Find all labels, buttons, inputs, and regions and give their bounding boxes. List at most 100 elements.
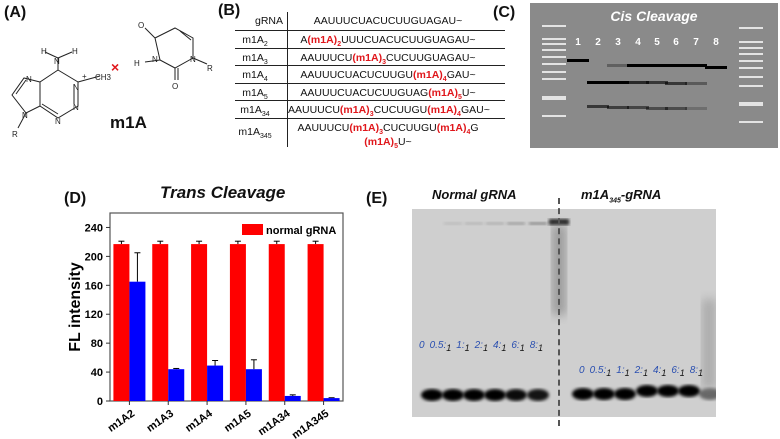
ratio-label: 4:1	[492, 340, 507, 353]
y-tick-label: 160	[85, 280, 103, 292]
gel-band	[627, 81, 649, 84]
svg-text:H: H	[41, 47, 47, 56]
y-tick-label: 120	[85, 309, 103, 321]
lane-label: 5	[654, 37, 660, 48]
gel-band	[685, 64, 707, 67]
gel-band	[665, 82, 687, 85]
svg-text:R: R	[207, 64, 213, 73]
bar	[113, 244, 130, 401]
table-rule	[235, 83, 505, 84]
ratio-label: 8:1	[689, 365, 704, 378]
gel-band	[442, 389, 464, 401]
gel-c-title: Cis Cleavage	[610, 8, 697, 24]
ladder-band	[739, 102, 763, 106]
gel-band	[463, 389, 485, 401]
svg-text:O: O	[138, 21, 144, 30]
lane-label: 4	[635, 37, 641, 48]
gel-band	[665, 107, 687, 110]
x-tick-label: m1A4	[183, 407, 215, 435]
svg-text:N: N	[22, 111, 28, 120]
gel-band	[627, 64, 649, 67]
ratio-label: 0	[579, 365, 585, 376]
table-row: m1A3 AAUUUCU(m1A)3CUCUUGUAGAU~	[242, 52, 476, 67]
x-tick-label: m1A34	[256, 407, 293, 438]
ratio-label: 1:1	[456, 340, 470, 353]
chart-title: Trans Cleavage	[160, 183, 286, 202]
table-row: m1A34 AAUUUCU(m1A)3CUCUUGU(m1A)4GAU~	[240, 104, 490, 119]
bar	[191, 244, 208, 401]
y-tick-label: 240	[85, 222, 103, 234]
gel-band	[699, 388, 716, 400]
svg-text:N: N	[26, 75, 32, 84]
y-tick-label: 80	[91, 338, 103, 350]
ladder-band	[739, 53, 763, 55]
lane-label: 2	[595, 37, 601, 48]
legend-label: normal gRNA	[266, 225, 336, 237]
ladder-band	[542, 63, 566, 65]
table-rule	[235, 48, 505, 49]
ladder-band	[542, 25, 566, 27]
table-row: m1A345 AAUUUCU(m1A)3CUCUUGU(m1A)4G (m1A)5U…	[238, 122, 479, 151]
gel-band	[593, 388, 615, 400]
structure-name: m1A	[110, 113, 147, 132]
ladder-band	[542, 43, 566, 45]
svg-text:CH3: CH3	[95, 73, 112, 82]
panel-label-d: (D)	[64, 190, 87, 207]
y-axis-label: FL intensity	[67, 262, 84, 352]
gel-band	[705, 66, 727, 69]
ladder-band	[739, 76, 763, 78]
ratio-label: 0.5:1	[589, 365, 612, 378]
complex-band	[444, 222, 462, 225]
mismatch-cross-icon: ×	[111, 59, 119, 75]
table-divider	[287, 12, 288, 147]
ratio-label: 0.5:1	[429, 340, 452, 353]
gel-band	[646, 81, 668, 84]
gel-band	[484, 389, 506, 401]
y-tick-label: 40	[91, 367, 103, 379]
svg-text:R: R	[12, 130, 18, 139]
svg-text:N: N	[54, 57, 60, 66]
gel-band	[657, 385, 679, 397]
lane-label: 3	[615, 37, 621, 48]
bar	[152, 244, 169, 401]
ratio-label: 6:1	[511, 340, 525, 353]
svg-text:H: H	[134, 59, 140, 68]
gel-band	[587, 105, 609, 108]
gel-band	[567, 59, 589, 62]
gel-band	[587, 81, 609, 84]
gel-band	[685, 82, 707, 85]
complex-band	[486, 222, 504, 225]
x-tick-label: m1A345	[290, 408, 331, 439]
ladder-band	[739, 60, 763, 62]
ladder-band	[739, 47, 763, 49]
gel-e-left-title: Normal gRNA	[432, 187, 517, 202]
ratio-label: 4:1	[652, 365, 667, 378]
gel-band	[646, 64, 668, 67]
x-tick-label: m1A3	[145, 408, 176, 435]
ladder-band	[542, 49, 566, 51]
gel-band	[636, 385, 658, 397]
bar	[284, 395, 301, 401]
bar	[229, 244, 246, 401]
x-tick-label: m1A5	[222, 408, 253, 435]
gel-band	[527, 389, 549, 401]
ladder-band	[542, 71, 566, 73]
table-row: m1A5 AAUUUCUACUCUUGUAG(m1A)5U~	[242, 87, 476, 102]
table-rule	[235, 100, 505, 101]
ladder-band	[739, 121, 763, 123]
ratio-label: 6:1	[671, 365, 685, 378]
gel-band	[607, 106, 629, 109]
svg-text:N: N	[152, 55, 158, 64]
table-row: m1A2 A(m1A)2UUUCUACUCUUGUAGAU~	[242, 34, 476, 49]
y-tick-label: 200	[85, 251, 103, 263]
ratio-label: 2:1	[474, 340, 488, 353]
svg-text:N: N	[73, 83, 79, 92]
gel-band	[627, 106, 649, 109]
svg-text:+: +	[82, 72, 87, 81]
table-rule	[235, 118, 505, 119]
ladder-band	[542, 78, 566, 80]
gel-divider	[558, 198, 560, 426]
table-header: gRNA AAUUUCUACUCUUGUAGAU~	[254, 15, 463, 27]
gel-band	[607, 81, 629, 84]
